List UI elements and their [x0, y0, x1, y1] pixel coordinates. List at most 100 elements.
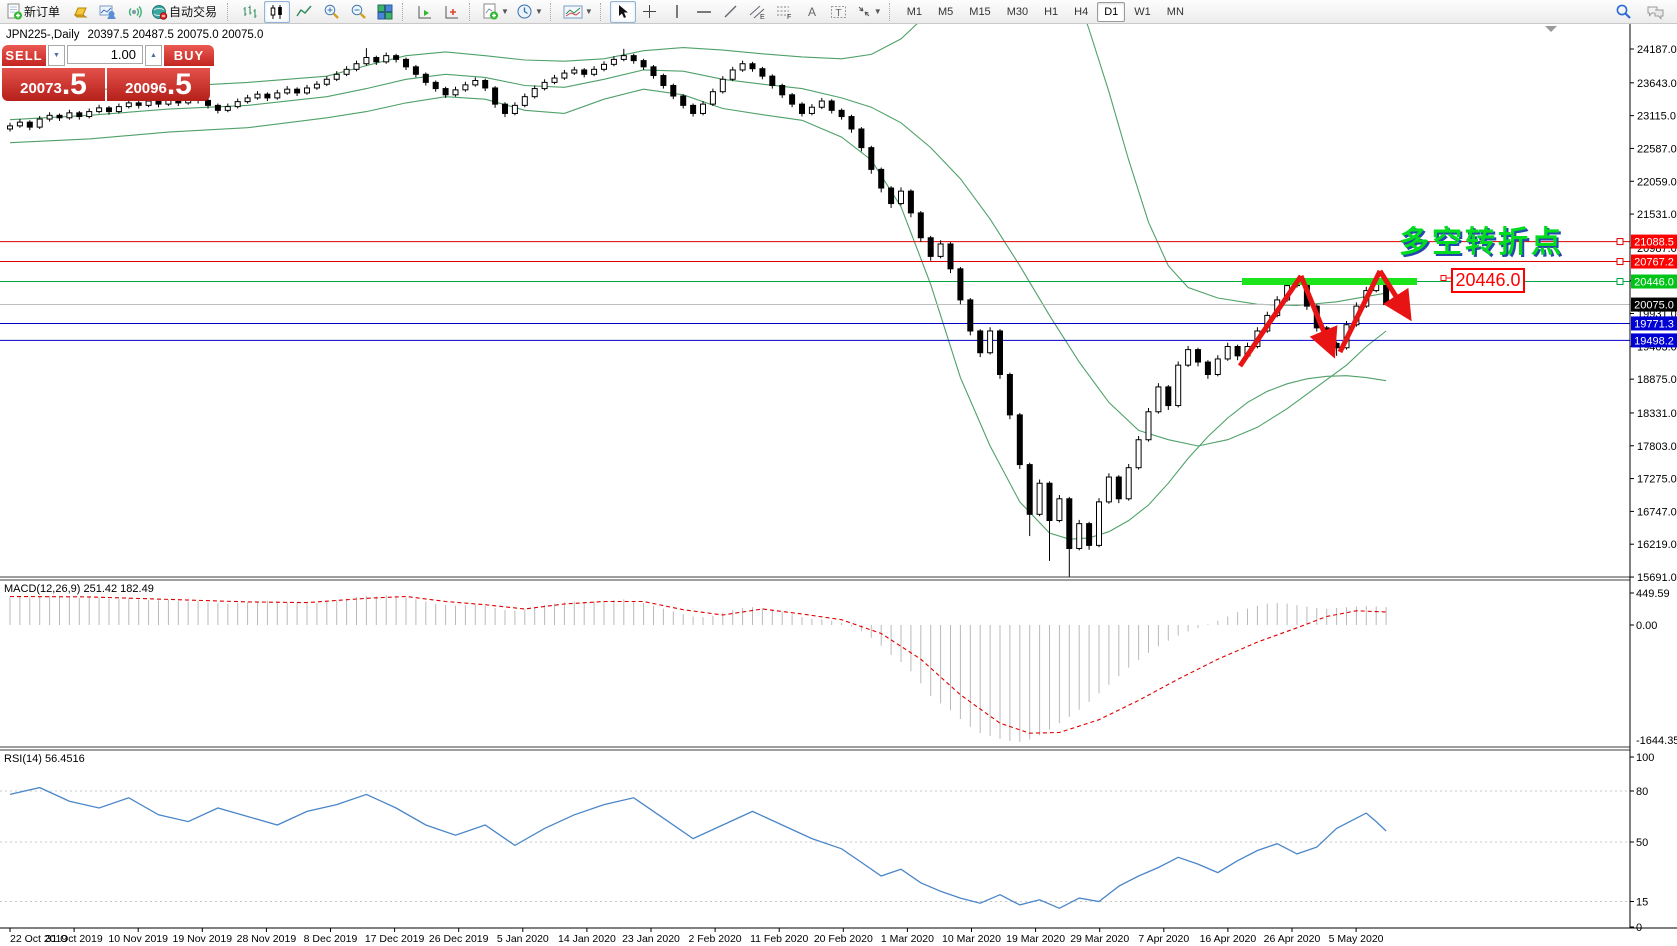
candle — [294, 88, 301, 94]
candle — [393, 55, 400, 60]
horizontal-line-icon — [696, 10, 711, 13]
volume-increase-button[interactable]: ▲ — [145, 45, 162, 66]
autotrading-button[interactable]: 自动交易 — [148, 1, 223, 23]
svg-text:28 Nov 2019: 28 Nov 2019 — [237, 933, 297, 945]
crosshair-tool-button[interactable] — [637, 1, 663, 23]
chart-ohlc-values: 20397.5 20487.5 20075.0 20075.0 — [87, 29, 264, 41]
candle — [254, 93, 261, 99]
zigzag-arrow — [1237, 274, 1304, 368]
candle — [591, 68, 598, 75]
buy-price-frac: .5 — [166, 68, 192, 101]
tab-timeframe-m1[interactable]: M1 — [906, 5, 922, 18]
price-tag-annotation[interactable]: 20446.0 — [1451, 268, 1525, 293]
svg-text:15691.0: 15691.0 — [1637, 572, 1677, 584]
svg-text:22 Oct 2019: 22 Oct 2019 — [10, 933, 67, 945]
indicators-button[interactable]: ▼ — [560, 1, 596, 23]
zoom-in-button[interactable] — [318, 1, 344, 23]
chart-shift-marker[interactable] — [1545, 26, 1557, 32]
cursor-tool-button[interactable] — [609, 0, 636, 23]
candle — [749, 63, 756, 70]
svg-text:E: E — [760, 14, 765, 20]
svg-text:29 Mar 2020: 29 Mar 2020 — [1070, 933, 1129, 945]
svg-text:16747.0: 16747.0 — [1637, 506, 1677, 518]
macd-name: MACD(12,26,9) — [4, 583, 81, 595]
candle — [1066, 498, 1073, 550]
trendline-tool-button[interactable] — [718, 1, 744, 23]
turning-point-annotation[interactable]: 多空转折点 — [1399, 226, 1564, 259]
candle — [858, 128, 865, 149]
tab-timeframe-m15[interactable]: M15 — [969, 5, 991, 18]
line-chart-button[interactable] — [291, 1, 317, 23]
chart-shift-button[interactable] — [439, 1, 465, 23]
volume-input[interactable] — [67, 45, 143, 64]
candle — [1155, 386, 1162, 413]
tab-timeframe-h1[interactable]: H1 — [1044, 5, 1059, 18]
svg-text:5 May 2020: 5 May 2020 — [1329, 933, 1384, 945]
new-order-button[interactable]: 新订单 — [3, 1, 66, 23]
candle — [244, 97, 251, 103]
candle — [878, 168, 885, 189]
sell-price-display[interactable]: 20073.5 — [2, 68, 105, 101]
sell-button[interactable]: SELL — [2, 45, 46, 66]
periods-button[interactable]: ▼ — [513, 1, 546, 23]
text-label-icon: T — [831, 5, 847, 19]
candle — [729, 69, 736, 80]
tab-timeframe-mn[interactable]: MN — [1166, 5, 1184, 18]
candle — [363, 57, 370, 65]
tab-timeframe-m30[interactable]: M30 — [1006, 5, 1029, 18]
candle — [1036, 482, 1043, 515]
tab-timeframe-d1[interactable]: D1 — [1097, 1, 1126, 22]
channel-tool-button[interactable]: E — [745, 1, 771, 23]
price-badge — [1631, 297, 1677, 312]
fibonacci-tool-button[interactable]: F — [772, 1, 798, 23]
drawn-annotations[interactable] — [1237, 269, 1451, 368]
candlestick-chart-button[interactable] — [264, 0, 291, 23]
price-chart-canvas[interactable]: 24187.0 23643.0 23115.0 22587.0 22059.0 21531… — [0, 24, 1677, 946]
candle — [937, 243, 944, 257]
fibonacci-icon: F — [777, 6, 792, 20]
svg-text:11 Feb 2020: 11 Feb 2020 — [750, 933, 808, 945]
candle — [106, 107, 112, 113]
candle — [779, 84, 786, 96]
candle — [561, 72, 568, 79]
candle — [343, 68, 350, 75]
price-axis[interactable]: 24187.0 23643.0 23115.0 22587.0 22059.0 21531… — [1630, 44, 1677, 584]
candle — [1046, 482, 1053, 522]
tab-timeframe-h4[interactable]: H4 — [1074, 5, 1089, 18]
candle — [1125, 467, 1132, 500]
tile-windows-button[interactable] — [372, 1, 398, 23]
horizontal-line-tool-button[interactable] — [691, 1, 717, 23]
buy-button[interactable]: BUY — [164, 45, 214, 66]
accounts-button[interactable] — [94, 1, 120, 23]
auto-scroll-icon — [418, 5, 432, 18]
zoom-out-button[interactable] — [345, 1, 371, 23]
volume-decrease-button[interactable]: ▼ — [48, 45, 65, 66]
chat-button[interactable] — [1642, 1, 1668, 23]
chart-window[interactable]: 24187.0 23643.0 23115.0 22587.0 22059.0 21531… — [0, 24, 1677, 946]
alerts-button[interactable] — [121, 1, 147, 23]
tab-timeframe-w1[interactable]: W1 — [1134, 5, 1151, 18]
new-order-label: 新订单 — [24, 5, 61, 19]
buy-price-display[interactable]: 20096.5 — [107, 68, 210, 101]
tab-timeframe-m5[interactable]: M5 — [938, 5, 954, 18]
candle — [86, 111, 93, 118]
candle — [1096, 501, 1102, 546]
text-label-tool-button[interactable]: T — [826, 1, 852, 23]
new-chart-button[interactable]: ▼ — [479, 1, 512, 23]
bar-chart-button[interactable] — [237, 1, 263, 23]
arrows-tool-button[interactable]: ▼ — [853, 1, 885, 23]
candle — [987, 330, 994, 354]
market-watch-button[interactable] — [67, 1, 93, 23]
search-button[interactable] — [1610, 1, 1636, 23]
text-tool-button[interactable]: A — [799, 1, 825, 23]
vertical-line-tool-button[interactable] — [664, 1, 690, 23]
candle — [759, 68, 766, 77]
svg-text:19 Mar 2020: 19 Mar 2020 — [1006, 933, 1065, 945]
svg-text:0.00: 0.00 — [1636, 620, 1657, 632]
candle — [135, 102, 142, 106]
auto-scroll-button[interactable] — [412, 1, 438, 23]
candle — [224, 106, 231, 111]
svg-text:17 Dec 2019: 17 Dec 2019 — [365, 933, 425, 945]
candle — [977, 330, 984, 354]
